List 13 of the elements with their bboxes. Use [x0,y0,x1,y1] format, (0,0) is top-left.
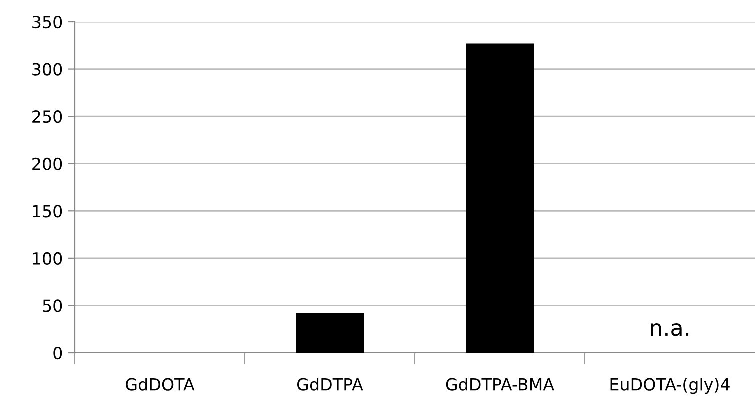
y-tick-label: 50 [43,300,62,312]
x-tick-label: GdDTPA [297,378,364,391]
y-tick-label: 100 [33,252,62,265]
x-tick-label: GdDTPA-BMA [446,378,554,391]
y-tick-label: 150 [33,205,62,218]
y-tick-label: 300 [32,63,62,76]
y-tick-label: 350 [32,16,62,29]
y-tick-label: 0 [54,346,62,360]
y-tick-label: 250 [32,110,62,124]
annotation: n.a. [651,324,689,336]
x-tick-label: GdDOTA [126,378,195,391]
y-tick-label: 200 [32,158,62,170]
x-tick-label: EuDOTA-(gly)4 [610,378,730,394]
